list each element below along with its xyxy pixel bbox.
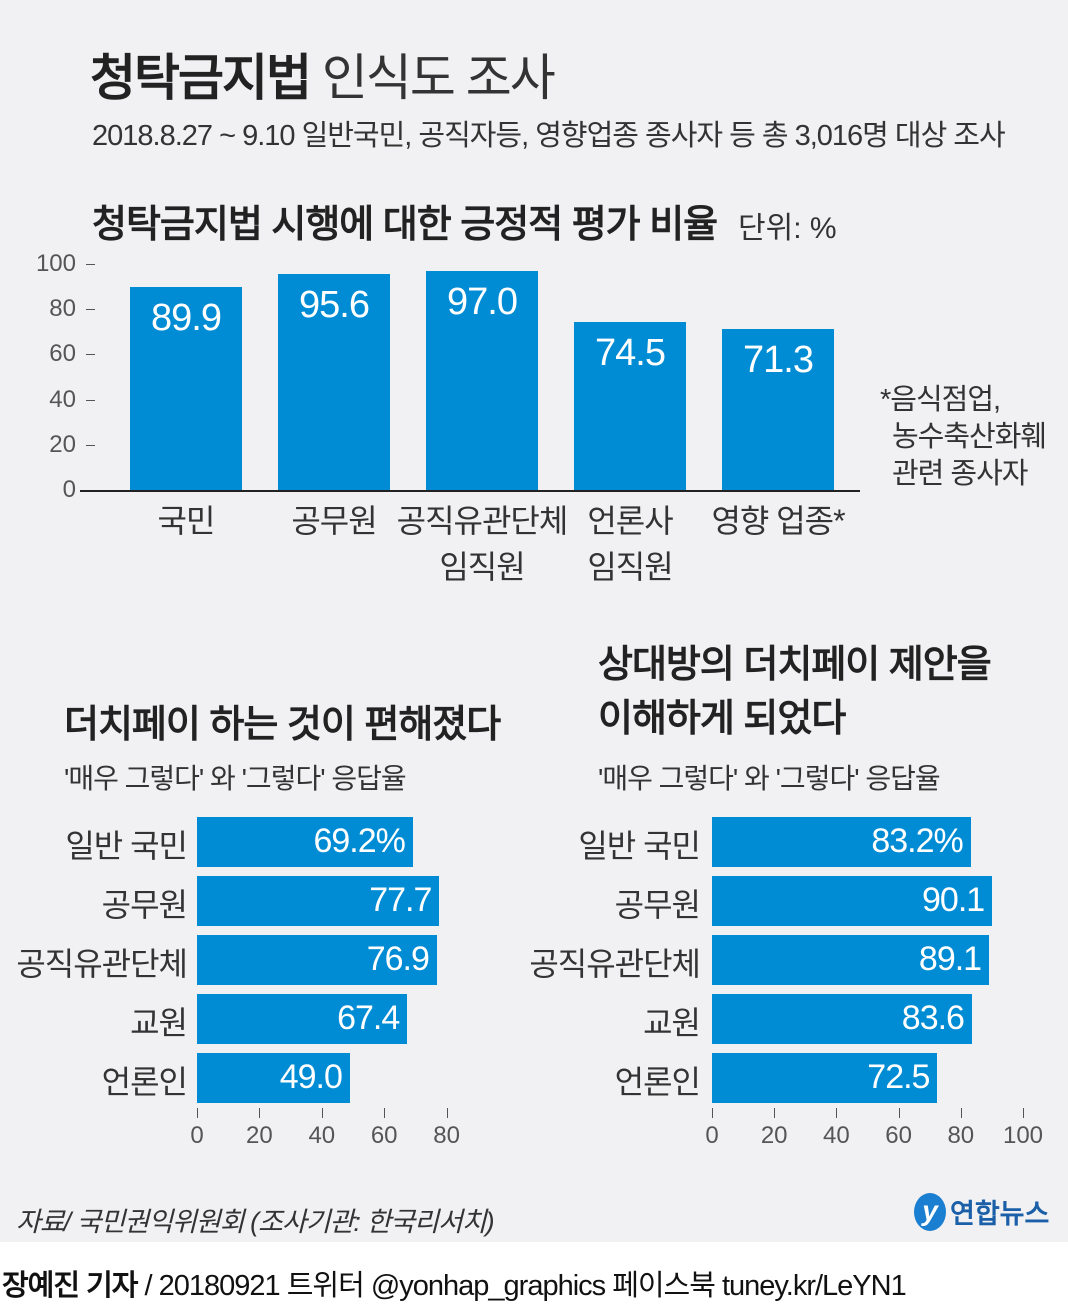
x-tick-label: 0: [705, 1122, 719, 1149]
x-tick-mark: [321, 1108, 323, 1118]
y-tick-mark: [86, 264, 95, 265]
chart3-subtitle: '매우 그렇다' 와 '그렇다' 응답율: [598, 763, 941, 794]
chart3-title: 상대방의 더치페이 제안을 이해하게 되었다: [598, 644, 992, 740]
bar-value-label: 89.9: [151, 296, 222, 339]
category-label: 영향 업종*: [711, 503, 845, 539]
bar: [574, 321, 686, 490]
note-line: 농수축산화훼: [892, 421, 1047, 453]
x-tick-label: 60: [370, 1122, 398, 1149]
bar-value-label: 83.6: [901, 999, 965, 1037]
logo-icon: y: [914, 1192, 946, 1231]
x-tick-label: 40: [823, 1122, 850, 1149]
bar-value-label: 97.0: [447, 280, 518, 323]
note-line: 관련 종사자: [892, 458, 1028, 490]
x-tick-label: 80: [947, 1122, 975, 1149]
category-label: 국민: [157, 503, 216, 539]
page-title: 청탁금지법 인식도 조사: [90, 50, 556, 106]
bar: [712, 1053, 938, 1103]
chart1-unit: 단위: %: [738, 212, 837, 245]
chart2-title: 더치페이 하는 것이 편해졌다: [64, 704, 501, 746]
bar-value-label: 76.9: [366, 940, 430, 978]
x-tick-mark: [384, 1108, 386, 1118]
source-note: 자료/ 국민권익위원회 (조사기관: 한국리서치): [16, 1207, 495, 1237]
bar: [197, 994, 408, 1044]
y-tick-label: 0: [62, 476, 76, 503]
x-tick-label: 60: [885, 1122, 912, 1149]
category-label: 공무원: [614, 887, 701, 923]
bar: [130, 286, 242, 490]
x-tick-mark: [960, 1108, 962, 1118]
chart1-note: *음식점업, 농수축산화훼 관련 종사자: [880, 382, 1047, 493]
bar-value-label: 83.2%: [871, 822, 963, 860]
y-tick-mark: [86, 354, 95, 356]
bar: [197, 935, 437, 985]
bar: [712, 817, 971, 867]
x-tick-label: 40: [308, 1122, 336, 1149]
category-label: 일반 국민: [578, 828, 701, 864]
bar: [197, 876, 440, 926]
chart1-title: 청탁금지법 시행에 대한 긍정적 평가 비율: [92, 204, 718, 246]
bar-value-label: 72.5: [867, 1058, 930, 1096]
category-label: 공직유관단체 임직원: [396, 503, 569, 585]
category-label: 언론사 임직원: [587, 503, 673, 585]
y-tick-mark: [86, 444, 95, 446]
bar: [712, 994, 972, 1044]
logo-text: 연합뉴스: [950, 1199, 1050, 1229]
note-line: *음식점업,: [880, 384, 1001, 416]
bar-value-label: 89.1: [918, 940, 982, 978]
bar: [426, 270, 538, 490]
bar: [712, 935, 990, 985]
bar-value-label: 49.0: [279, 1058, 343, 1096]
category-label: 공직유관단체: [16, 946, 188, 982]
y-tick-label: 60: [49, 340, 76, 368]
x-tick-mark: [712, 1108, 713, 1118]
x-tick-mark: [1023, 1108, 1024, 1118]
x-tick-label: 20: [246, 1122, 273, 1149]
y-tick-label: 80: [49, 295, 76, 323]
bar-value-label: 74.5: [595, 331, 666, 374]
y-tick-mark: [86, 399, 95, 401]
category-label: 공직유관단체: [529, 946, 701, 982]
y-tick-label: 40: [49, 385, 76, 413]
x-tick-label: 0: [190, 1122, 204, 1149]
x-tick-mark: [836, 1108, 838, 1118]
bar: [197, 1053, 350, 1103]
x-tick-mark: [197, 1108, 198, 1118]
x-tick-label: 80: [433, 1122, 460, 1149]
bar-value-label: 90.1: [922, 881, 985, 919]
category-label: 공무원: [291, 503, 377, 539]
x-tick-label: 100: [1002, 1122, 1044, 1149]
x-tick-label: 20: [760, 1122, 788, 1149]
yonhap-logo: y 연합뉴스: [914, 1192, 1049, 1231]
subtitle: 2018.8.27 ~ 9.10 일반국민, 공직자등, 영향업종 종사자 등 …: [92, 120, 1006, 152]
bar: [197, 817, 413, 867]
y-tick-mark: [86, 309, 95, 311]
category-label: 언론인: [614, 1064, 701, 1100]
category-label: 교원: [643, 1005, 701, 1041]
bar-value-label: 69.2%: [313, 822, 405, 860]
bar: [712, 876, 993, 926]
bar-value-label: 77.7: [369, 881, 432, 919]
y-tick-label: 20: [49, 430, 76, 458]
chart2-subtitle: '매우 그렇다' 와 '그렇다' 응답율: [64, 763, 407, 794]
x-tick-mark: [446, 1108, 448, 1118]
x-tick-mark: [259, 1108, 261, 1118]
category-label: 공무원: [101, 887, 188, 923]
category-label: 교원: [130, 1005, 188, 1041]
category-label: 일반 국민: [65, 828, 188, 864]
bar: [722, 328, 834, 490]
byline: 장예진 기자 / 20180921 트위터 @yonhap_graphics 페…: [2, 1270, 907, 1302]
bar: [278, 273, 390, 490]
bar-value-label: 71.3: [743, 338, 814, 381]
y-tick-label: 100: [35, 250, 76, 277]
x-tick-mark: [898, 1108, 900, 1118]
x-axis-line: [80, 490, 860, 492]
bar-value-label: 95.6: [299, 283, 370, 326]
category-label: 언론인: [101, 1064, 188, 1100]
x-tick-mark: [774, 1108, 776, 1118]
bar-value-label: 67.4: [337, 999, 400, 1037]
